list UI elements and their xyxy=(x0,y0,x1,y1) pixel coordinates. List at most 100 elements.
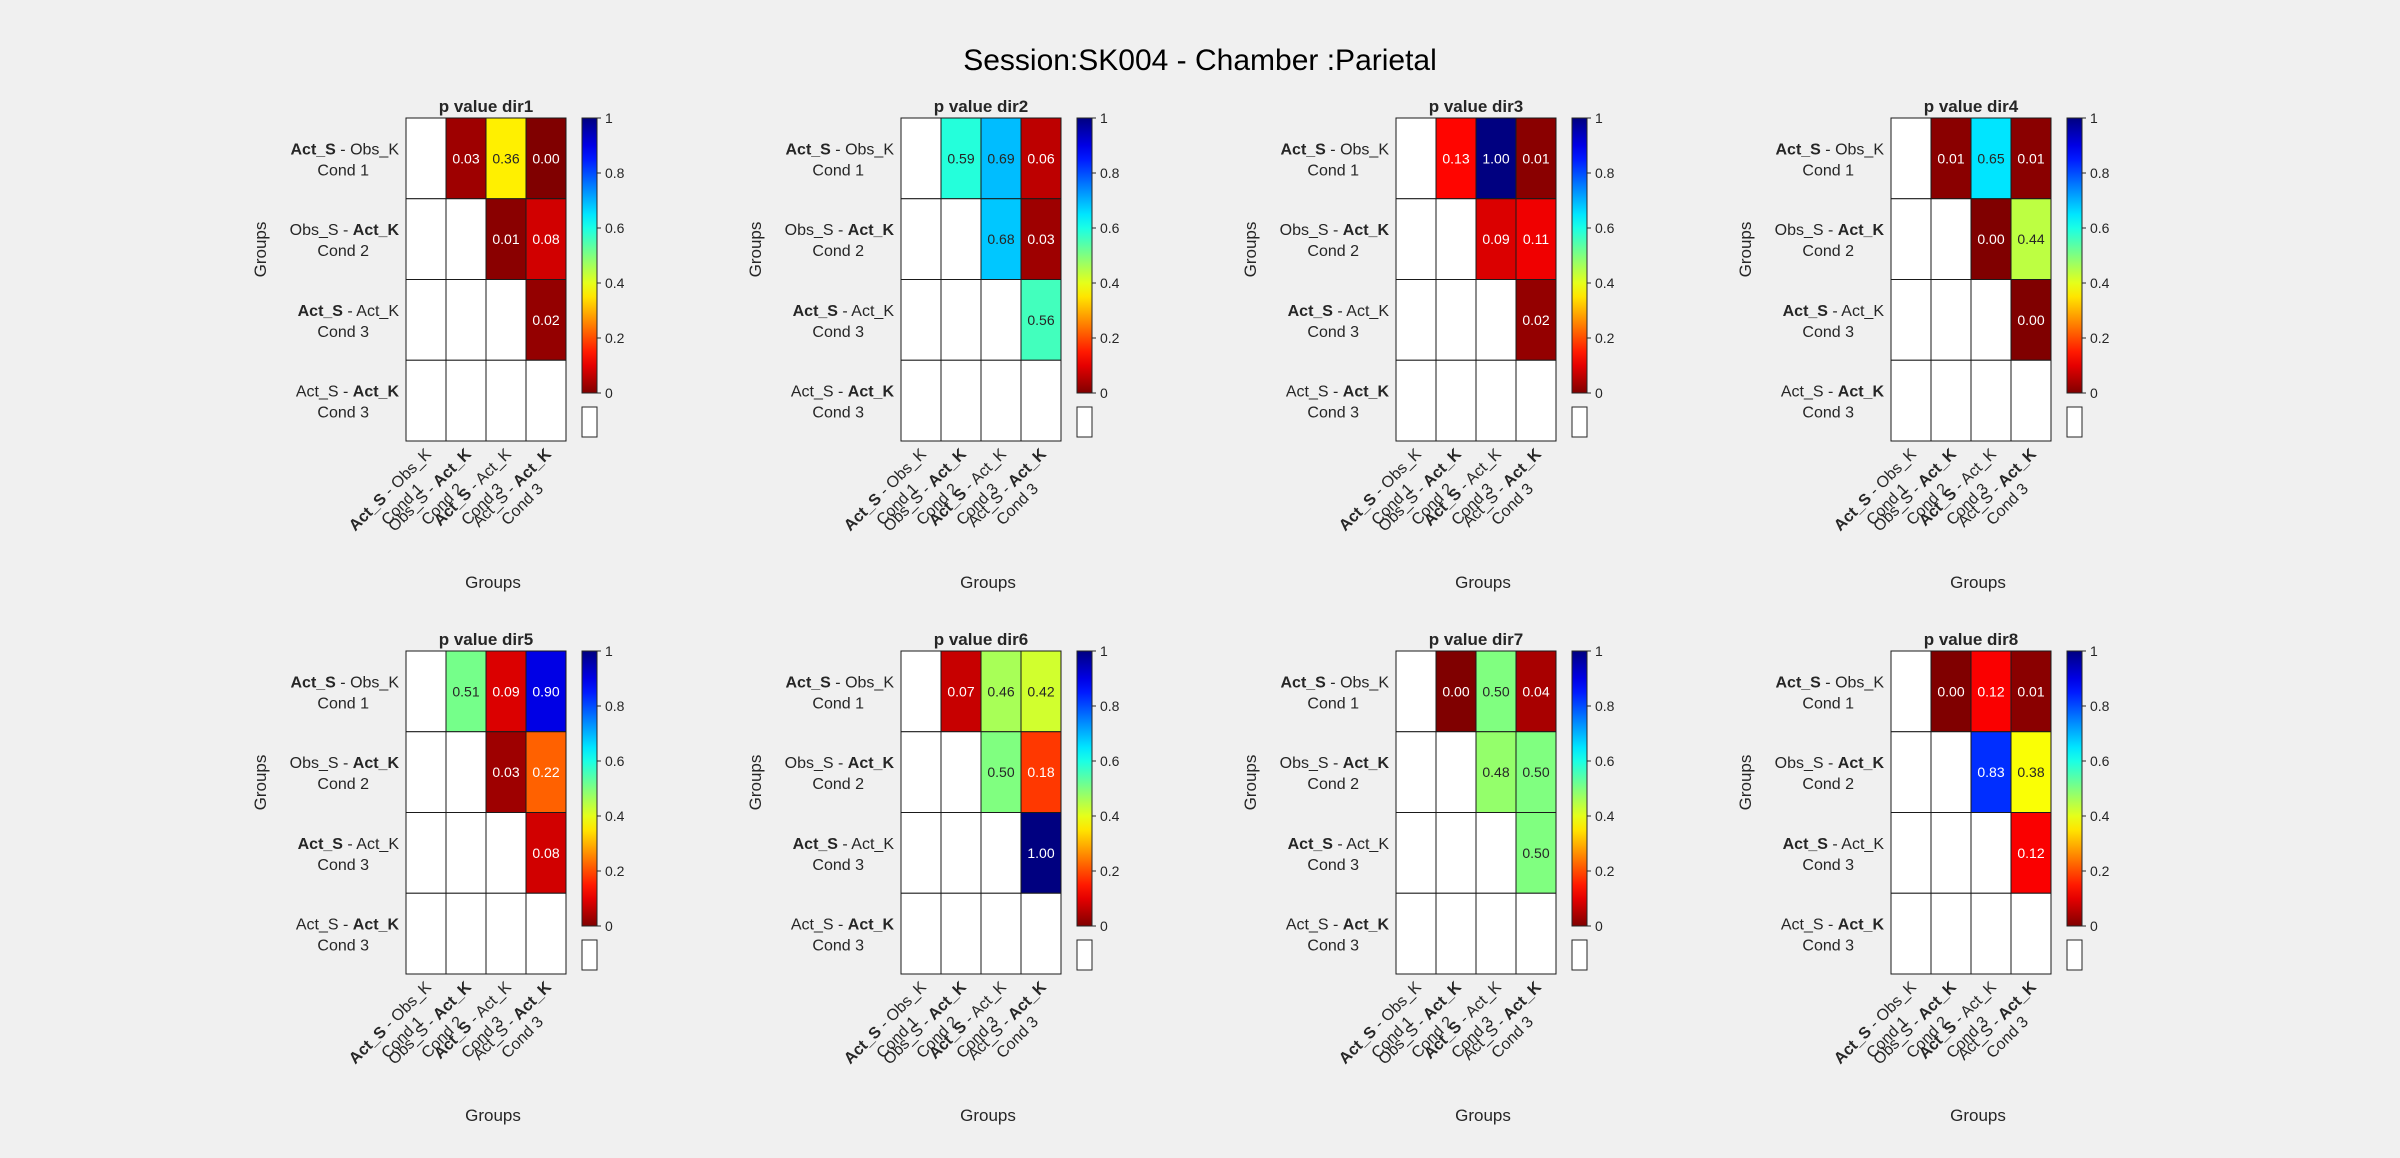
heatmap-panels: p value dir1 0.03 0.36 0.00 0.01 0.08 0.02 Act_… xyxy=(251,97,2110,1125)
row-label-line1: Act_S - Obs_K xyxy=(1281,674,1390,691)
row-label-line2: Cond 2 xyxy=(1307,243,1359,260)
colorbar-tick-label: 1 xyxy=(605,643,613,659)
heatmap-cell xyxy=(940,892,982,975)
row-label-line1: Obs_S - Act_K xyxy=(290,755,400,772)
cell-value-label: 0.50 xyxy=(1522,845,1549,861)
label-part: Cond 3 xyxy=(317,857,369,874)
heatmap-cell xyxy=(1970,650,2012,733)
heatmap-cell xyxy=(445,279,487,361)
row-label-line2: Cond 1 xyxy=(1307,695,1359,712)
heatmap-cell xyxy=(980,117,1022,200)
label-part: Cond 1 xyxy=(317,162,369,179)
row-label-line2: Cond 2 xyxy=(1802,776,1854,793)
cell-value-label: 0.00 xyxy=(532,150,559,166)
heatmap-cell xyxy=(1395,279,1437,361)
label-part: Act_S xyxy=(1281,674,1327,691)
row-label-line1: Act_S - Act_K xyxy=(791,917,895,934)
cell-value-label: 0.13 xyxy=(1442,150,1469,166)
heatmap-cell xyxy=(1395,892,1437,975)
y-axis-label: Groups xyxy=(1241,222,1260,278)
heatmap-cell xyxy=(1435,731,1477,813)
label-part: Obs_S - xyxy=(785,222,848,239)
colorbar-tick-label: 1 xyxy=(1595,643,1603,659)
colorbar-tick-label: 0 xyxy=(1595,918,1603,934)
row-label-line1: Obs_S - Act_K xyxy=(1280,222,1390,239)
heatmap-cell xyxy=(485,279,527,361)
cell-value-label: 0.22 xyxy=(532,764,559,780)
heatmap-panel-6: p value dir6 0.07 0.46 0.42 0.50 0.18 1.00 Act_… xyxy=(746,630,1120,1125)
label-part: Cond 1 xyxy=(812,695,864,712)
heatmap-cell xyxy=(1475,892,1517,975)
row-label-line1: Act_S - Obs_K xyxy=(1776,674,1885,691)
panel-title: p value dir5 xyxy=(439,630,533,649)
heatmap-cell xyxy=(2010,198,2052,280)
row-label-line2: Cond 3 xyxy=(1802,324,1854,341)
heatmap-cell xyxy=(1395,812,1437,894)
label-part: Cond 3 xyxy=(1802,405,1854,422)
cell-value-label: 0.50 xyxy=(1522,764,1549,780)
heatmap-cell xyxy=(1890,117,1932,200)
row-label-line1: Act_S - Obs_K xyxy=(786,141,895,158)
panel-title: p value dir4 xyxy=(1924,97,2019,116)
heatmap-cell xyxy=(1515,812,1557,894)
label-part: - Obs_K xyxy=(1821,141,1884,158)
row-label-line1: Act_S - Obs_K xyxy=(291,141,400,158)
heatmap-cell xyxy=(980,279,1022,361)
label-part: Obs_S - xyxy=(1775,222,1838,239)
colorbar-tick-label: 0.6 xyxy=(1100,753,1120,769)
row-label-line2: Cond 1 xyxy=(812,162,864,179)
cell-value-label: 1.00 xyxy=(1027,845,1054,861)
heatmap-cell xyxy=(1515,279,1557,361)
label-part: - Act_K xyxy=(1333,836,1389,853)
heatmap-cell xyxy=(1020,892,1062,975)
heatmap-cell xyxy=(980,359,1022,442)
colorbar-tick-label: 0.8 xyxy=(1100,165,1120,181)
row-label-line2: Cond 3 xyxy=(317,857,369,874)
colorbar-nan-swatch xyxy=(1571,406,1588,438)
row-label-line1: Act_S - Act_K xyxy=(1288,303,1390,320)
heatmap-cell xyxy=(1970,892,2012,975)
label-part: Act_K xyxy=(1343,917,1390,934)
heatmap-cell xyxy=(1930,198,1972,280)
label-part: Cond 3 xyxy=(1307,857,1359,874)
heatmap-cell xyxy=(1890,279,1932,361)
label-part: Act_K xyxy=(1343,222,1390,239)
heatmap-cell xyxy=(1890,650,1932,733)
row-label-line1: Act_S - Obs_K xyxy=(786,674,895,691)
label-part: Act_S xyxy=(793,303,839,320)
row-label-line1: Obs_S - Act_K xyxy=(1775,222,1885,239)
heatmap-cell xyxy=(525,892,567,975)
label-part: Cond 2 xyxy=(1307,776,1359,793)
label-part: Cond 2 xyxy=(1802,776,1854,793)
row-label-line1: Act_S - Act_K xyxy=(1783,836,1885,853)
label-part: Act_K xyxy=(848,917,895,934)
heatmap-cell xyxy=(525,812,567,894)
colorbar-tick-label: 0.6 xyxy=(1595,753,1615,769)
label-part: Act_S xyxy=(786,141,832,158)
cell-value-label: 0.01 xyxy=(2017,150,2044,166)
colorbar-tick-label: 0.8 xyxy=(1100,698,1120,714)
label-part: Cond 1 xyxy=(317,695,369,712)
colorbar-tick-label: 0 xyxy=(605,918,613,934)
colorbar xyxy=(1571,650,1588,927)
cell-value-label: 0.09 xyxy=(492,683,519,699)
heatmap-cell xyxy=(485,359,527,442)
cell-value-label: 0.01 xyxy=(492,231,519,247)
row-label-line2: Cond 2 xyxy=(1307,776,1359,793)
heatmap-cell xyxy=(1395,731,1437,813)
cell-value-label: 0.83 xyxy=(1977,764,2004,780)
heatmap-cell xyxy=(445,198,487,280)
y-axis-label: Groups xyxy=(251,222,270,278)
heatmap-panel-3: p value dir3 0.13 1.00 0.01 0.09 0.11 0.02 Act_… xyxy=(1241,97,1615,592)
heatmap-cell xyxy=(485,731,527,813)
row-label-line1: Act_S - Act_K xyxy=(296,384,400,401)
label-part: Act_S xyxy=(298,303,344,320)
row-label-line1: Act_S - Act_K xyxy=(793,303,895,320)
label-part: Act_S xyxy=(1776,141,1822,158)
heatmap-cell xyxy=(405,731,447,813)
heatmap-cell xyxy=(525,359,567,442)
colorbar-tick-label: 0.6 xyxy=(2090,220,2110,236)
y-axis-label: Groups xyxy=(1241,755,1260,811)
heatmap-panel-7: p value dir7 0.00 0.50 0.04 0.48 0.50 0.50 Act_… xyxy=(1241,630,1615,1125)
